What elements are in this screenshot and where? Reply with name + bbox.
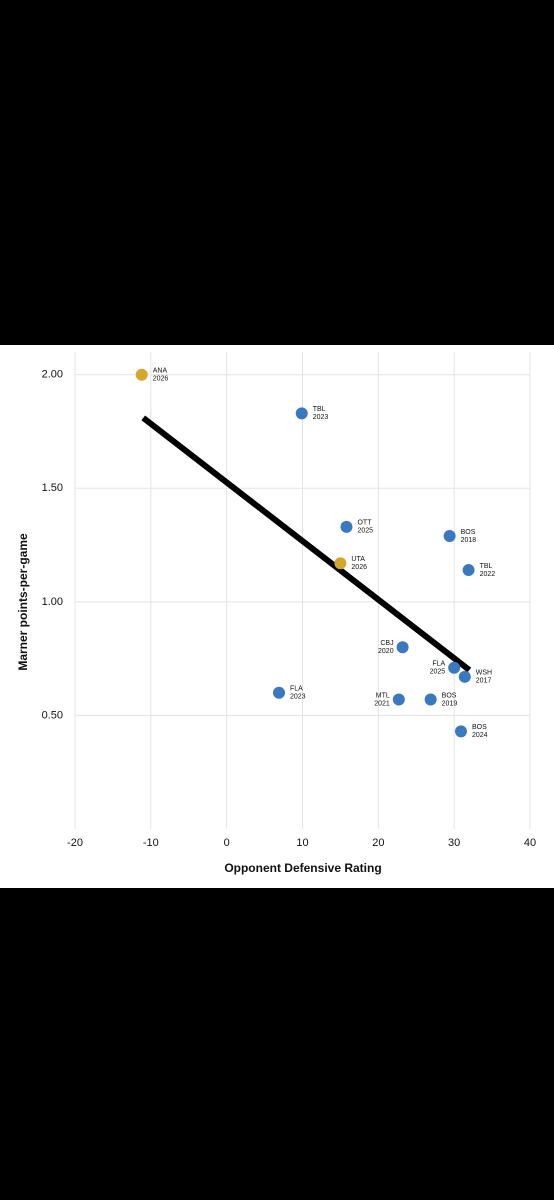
point-team: TBL bbox=[313, 406, 326, 413]
point bbox=[458, 670, 471, 683]
point-season: 2025 bbox=[357, 528, 373, 535]
x-tick-label: 0 bbox=[224, 837, 230, 849]
point bbox=[392, 693, 405, 706]
point-season: 2024 bbox=[472, 732, 488, 739]
point bbox=[424, 693, 437, 706]
point bbox=[448, 661, 461, 674]
point-team: MTL bbox=[376, 692, 390, 699]
point bbox=[454, 725, 467, 738]
x-tick-label: -20 bbox=[67, 837, 83, 849]
point-season: 2025 bbox=[430, 669, 446, 676]
point-team: FLA bbox=[432, 661, 445, 668]
y-axis-title: Marner points-per-game bbox=[16, 533, 30, 671]
point-season: 2023 bbox=[290, 694, 306, 701]
point-team: OTT bbox=[357, 520, 372, 527]
point-season: 2019 bbox=[442, 700, 458, 707]
trendline bbox=[141, 415, 472, 673]
point-season: 2023 bbox=[313, 414, 329, 421]
x-tick-label: 20 bbox=[372, 837, 384, 849]
point-team: BOS bbox=[442, 692, 457, 699]
point bbox=[443, 529, 456, 542]
point bbox=[272, 686, 285, 699]
point-season: 2017 bbox=[476, 678, 492, 685]
point-team: BOS bbox=[461, 529, 476, 536]
point-team: TBL bbox=[480, 563, 493, 570]
point-team: BOS bbox=[472, 724, 487, 731]
point-season: 2021 bbox=[374, 700, 390, 707]
point-team: FLA bbox=[290, 686, 303, 693]
point-season: 2018 bbox=[461, 537, 477, 544]
point bbox=[462, 564, 475, 577]
x-tick-label: 10 bbox=[296, 837, 308, 849]
x-tick-label: 40 bbox=[524, 837, 536, 849]
point-season: 2022 bbox=[480, 571, 496, 578]
point bbox=[396, 641, 409, 654]
y-tick-label: 1.50 bbox=[42, 482, 63, 494]
point-team: UTA bbox=[351, 556, 365, 563]
point bbox=[295, 407, 308, 420]
point bbox=[334, 557, 347, 570]
x-tick-label: -10 bbox=[143, 837, 159, 849]
point bbox=[135, 368, 148, 381]
point-season: 2026 bbox=[153, 376, 169, 383]
point-season: 2026 bbox=[351, 564, 367, 571]
point-team: CBJ bbox=[380, 640, 393, 647]
point bbox=[340, 520, 353, 533]
point-season: 2020 bbox=[378, 648, 394, 655]
point-team: WSH bbox=[476, 670, 492, 677]
y-tick-label: 0.50 bbox=[42, 709, 63, 721]
y-tick-label: 1.00 bbox=[42, 596, 63, 608]
point-team: ANA bbox=[153, 368, 168, 375]
x-axis-title: Opponent Defensive Rating bbox=[224, 861, 381, 875]
x-tick-label: 30 bbox=[448, 837, 460, 849]
y-tick-label: 2.00 bbox=[42, 369, 63, 381]
chart-panel bbox=[0, 345, 554, 888]
